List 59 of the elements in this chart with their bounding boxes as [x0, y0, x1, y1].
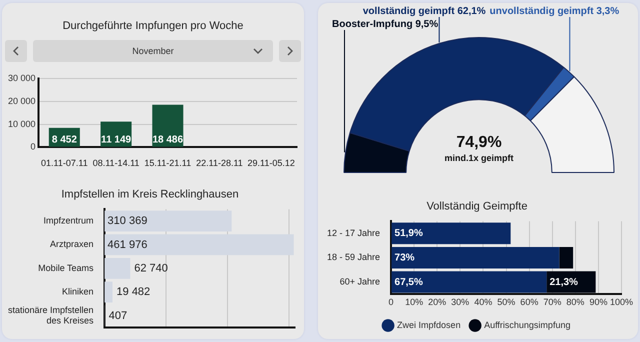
- data-label: 18 486: [152, 134, 184, 146]
- x-tick-label: 01.11-07.11: [41, 158, 88, 168]
- x-tick-label: 08.11-14.11: [92, 158, 140, 168]
- y-tick-label: 30 000: [8, 72, 36, 83]
- data-label: 407: [108, 310, 128, 322]
- bar: [104, 210, 232, 232]
- slice-label: Booster-Impfung 9,5%: [332, 18, 438, 30]
- data-label: 8 452: [52, 134, 78, 146]
- y-tick-label: 0: [30, 142, 36, 152]
- data-label: 11 149: [101, 134, 132, 146]
- chart-title: Impfstellen im Kreis Recklinghausen: [61, 188, 239, 201]
- data-label: 73%: [394, 252, 415, 264]
- x-tick-label: 50%: [497, 297, 516, 308]
- x-tick-label: 80%: [566, 297, 584, 308]
- text: mind.1x geimpft: [444, 152, 514, 163]
- chart-title: Vollständig Geimpfte: [426, 200, 528, 213]
- x-tick-label: 20%: [428, 297, 446, 308]
- text: November: [33, 40, 273, 62]
- y-tick-label: stationäre Impfstellen des Kreises: [8, 304, 94, 326]
- x-tick-label: 10%: [405, 297, 424, 308]
- x-tick-label: 100%: [610, 297, 634, 308]
- bar: [392, 246, 560, 268]
- legend-label: Auffrischungsimpfung: [484, 320, 570, 330]
- data-label: 21,3%: [550, 276, 578, 288]
- y-tick-label: 12 - 17 Jahre: [326, 228, 380, 238]
- y-tick-label: Impfzentrum: [44, 216, 94, 226]
- y-tick-label: Mobile Teams: [38, 262, 94, 273]
- x-tick-label: 40%: [474, 297, 492, 308]
- x-tick-label: 29.11-05.12: [247, 158, 295, 168]
- bar: [392, 271, 547, 293]
- x-tick-label: 22.11-28.11: [196, 158, 243, 168]
- x-tick-label: 90%: [589, 297, 608, 308]
- data-label: 19 482: [116, 286, 150, 298]
- bar: [104, 234, 294, 256]
- text: 74,9%: [456, 134, 502, 151]
- x-tick-label: 70%: [543, 297, 562, 308]
- data-label: 67,5%: [394, 276, 423, 288]
- chart-title: Durchgeführte Impfungen pro Woche: [62, 20, 244, 34]
- slice-label: unvollständig geimpft 3,3%: [490, 6, 620, 17]
- y-tick-label: 60+ Jahre: [340, 276, 380, 287]
- bar: [392, 222, 511, 244]
- bar: [104, 282, 113, 303]
- y-tick-label: Arztpraxen: [50, 239, 94, 250]
- data-label: 310 369: [108, 215, 148, 228]
- bar: [104, 258, 130, 279]
- x-tick-label: 0: [388, 297, 394, 308]
- y-tick-label: 10 000: [8, 118, 36, 129]
- y-tick-label: 20 000: [8, 96, 36, 106]
- bar: [559, 246, 574, 268]
- data-label: 51,9%: [394, 228, 423, 240]
- x-tick-label: 60%: [520, 297, 538, 308]
- legend-label: Zwei Impfdosen: [397, 320, 461, 330]
- y-tick-label: 18 - 59 Jahre: [326, 252, 380, 262]
- x-tick-label: 30%: [451, 297, 470, 308]
- slice-label: vollständig geimpft 62,1%: [362, 6, 486, 17]
- data-label: 62 740: [134, 262, 168, 274]
- y-tick-label: Kliniken: [62, 286, 94, 297]
- x-tick-label: 15.11-21.11: [144, 158, 192, 168]
- data-label: 461 976: [108, 238, 148, 251]
